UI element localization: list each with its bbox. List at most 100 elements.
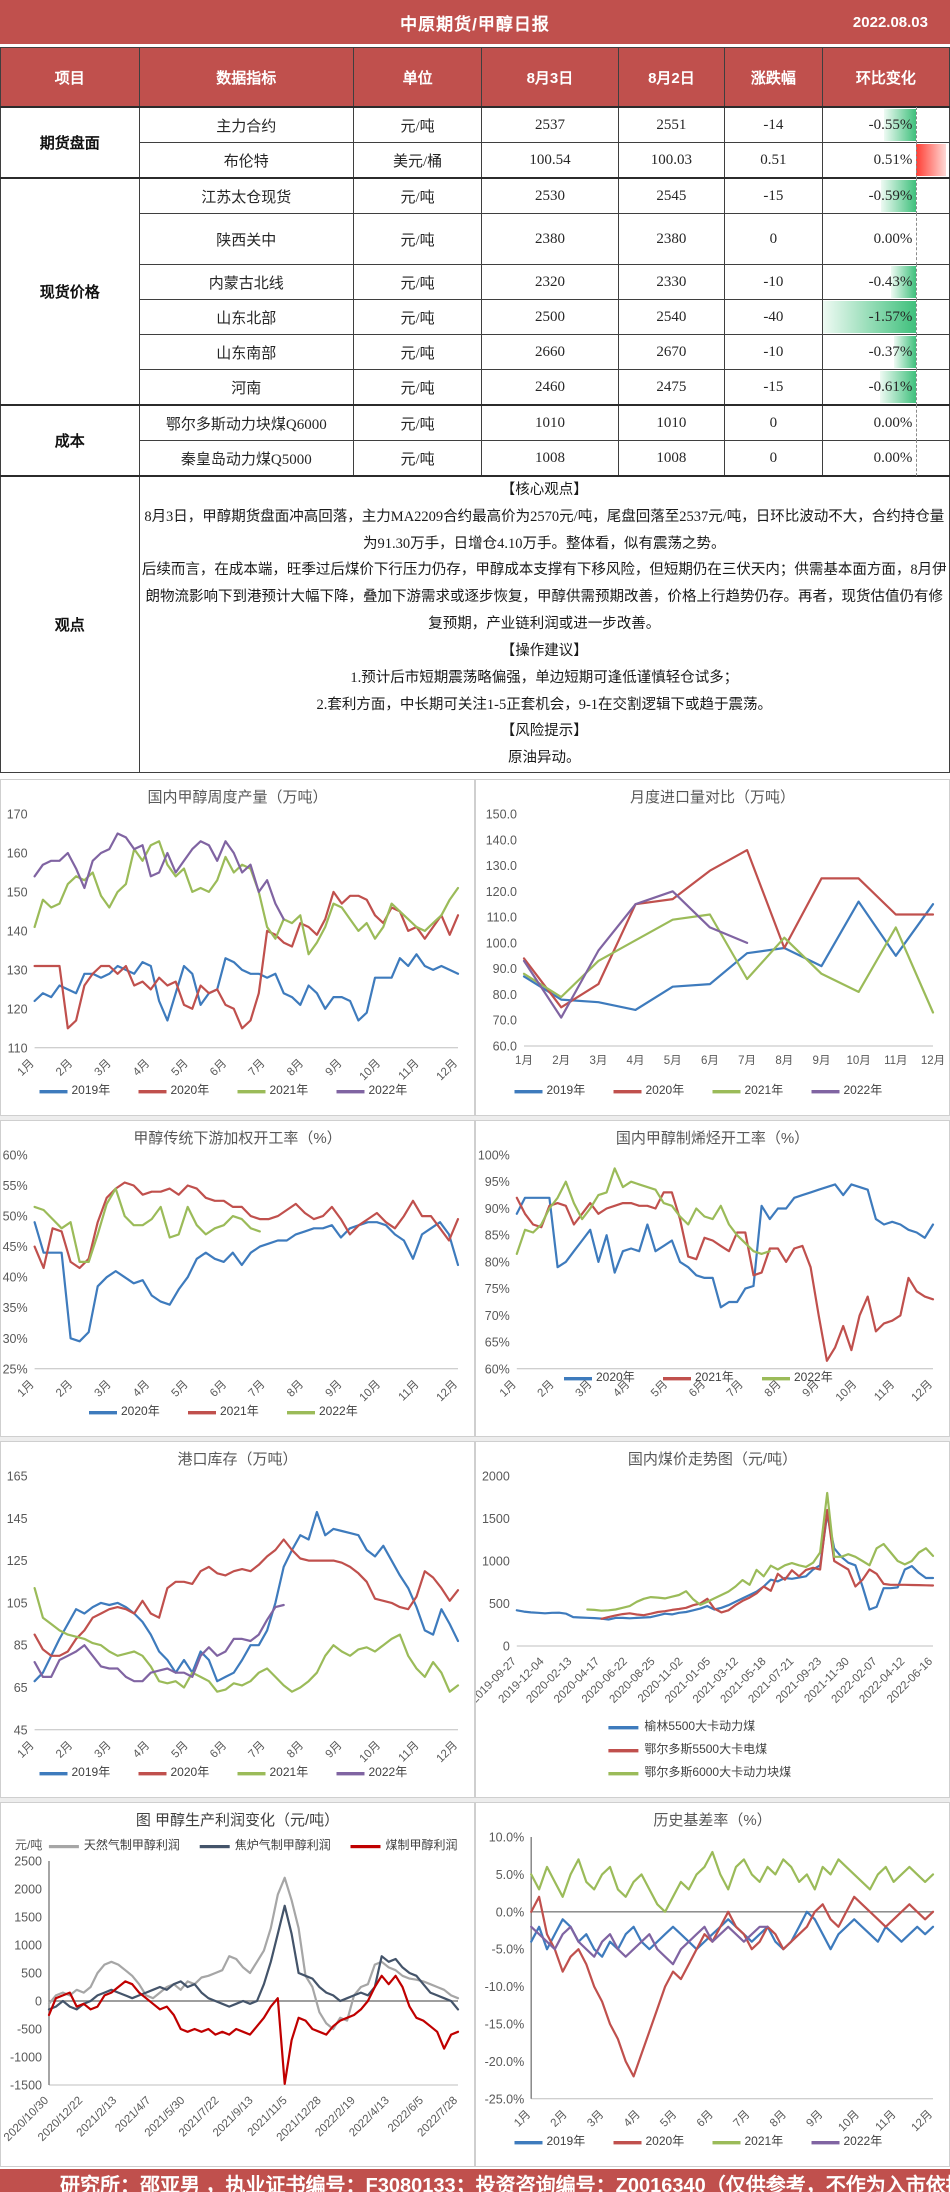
chart-monthly-imports-svg: 月度进口量对比（万吨） 60.0 70.0 80.0 90.0 100.0 110.0 120… bbox=[486, 789, 945, 1097]
col-unit: 单位 bbox=[353, 47, 483, 108]
svg-text:甲醇传统下游加权开工率（%）: 甲醇传统下游加权开工率（%） bbox=[133, 1130, 341, 1147]
unit-cell: 美元/桶 bbox=[353, 142, 483, 179]
svg-text:35%: 35% bbox=[3, 1301, 28, 1315]
opinion-label-cell: 观点 bbox=[0, 474, 140, 773]
pct-change-value: 0.00% bbox=[873, 449, 913, 466]
svg-text:2月: 2月 bbox=[54, 1739, 75, 1760]
databar-axis-line bbox=[916, 107, 918, 143]
change-cell: 0 bbox=[724, 404, 823, 441]
indicator-cell: 江苏太仓现货 bbox=[138, 177, 355, 214]
negative-data-bar bbox=[881, 180, 917, 212]
svg-text:11月: 11月 bbox=[874, 2108, 899, 2133]
svg-text:10月: 10月 bbox=[357, 1378, 383, 1404]
svg-text:2020年: 2020年 bbox=[646, 1083, 685, 1097]
svg-text:2022年: 2022年 bbox=[369, 1765, 408, 1779]
svg-text:120.0: 120.0 bbox=[486, 885, 517, 899]
group-cell: 现货价格 bbox=[0, 177, 140, 406]
pct-change-cell: -0.59% bbox=[821, 177, 950, 214]
opinion-line: 1.预计后市短期震荡略偏强，单边短期可逢低谨慎轻仓试多； bbox=[350, 669, 739, 686]
svg-text:6月: 6月 bbox=[208, 1378, 229, 1399]
table-row: 山东北部 元/吨 2500 2540 -40 -1.57% bbox=[1, 299, 950, 335]
chart-downstream-operating-rate: 甲醇传统下游加权开工率（%） 25% 30% 35% 40% 45% 50% 55% 60% 1月… bbox=[0, 1119, 475, 1437]
pct-change-value: -0.59% bbox=[868, 187, 913, 204]
opinion-line: 8月3日，甲醇期货盘面冲高回落，主力MA2209合约最高价为2570元/吨，尾盘… bbox=[144, 508, 945, 552]
opinion-line: 【核心观点】 bbox=[500, 482, 588, 498]
databar-axis-line bbox=[916, 369, 918, 405]
chart-domestic-coal-price: 国内煤价走势图（元/吨） 0 500 1000 1500 2000 2019-09-27 20… bbox=[469, 1440, 950, 1798]
value-aug2-cell: 100.03 bbox=[617, 142, 726, 179]
pct-change-value: 0.51% bbox=[873, 151, 913, 168]
svg-text:80%: 80% bbox=[485, 1255, 510, 1269]
change-cell: -10 bbox=[724, 264, 823, 300]
svg-text:2020年: 2020年 bbox=[596, 1370, 635, 1384]
indicator-cell: 鄂尔多斯动力块煤Q6000 bbox=[138, 404, 355, 441]
value-aug3-cell: 1008 bbox=[481, 440, 619, 477]
value-aug2-cell: 1008 bbox=[617, 440, 726, 477]
svg-text:2020年: 2020年 bbox=[646, 2134, 685, 2148]
svg-text:12月: 12月 bbox=[921, 1055, 945, 1067]
svg-text:4月: 4月 bbox=[627, 1055, 645, 1067]
col-change: 涨跌幅 bbox=[724, 47, 823, 108]
pct-change-cell: -0.37% bbox=[821, 334, 950, 370]
svg-text:0.0%: 0.0% bbox=[496, 1905, 525, 1919]
svg-text:-5.0%: -5.0% bbox=[492, 1943, 525, 1957]
svg-text:0: 0 bbox=[35, 1994, 42, 2008]
svg-text:10月: 10月 bbox=[836, 2108, 862, 2134]
value-aug2-cell: 2545 bbox=[617, 177, 726, 214]
svg-text:2021年: 2021年 bbox=[695, 1370, 734, 1384]
svg-text:1月: 1月 bbox=[16, 1739, 37, 1760]
report-footer: 研究所：邵亚男 ，执业证书编号：F3080133；投资咨询编号：Z0016340… bbox=[0, 2168, 950, 2192]
svg-text:-20.0%: -20.0% bbox=[485, 2055, 525, 2069]
opinion-line: 后续而言，在成本端，旺季过后煤价下行压力仍存，甲醇成本支撑有下移风险，但短期仍在… bbox=[141, 562, 947, 633]
value-aug2-cell: 2380 bbox=[617, 213, 726, 265]
indicator-cell: 布伦特 bbox=[138, 142, 355, 179]
svg-text:45%: 45% bbox=[3, 1240, 28, 1254]
svg-text:鄂尔多斯6000大卡动力块煤: 鄂尔多斯6000大卡动力块煤 bbox=[644, 1764, 791, 1779]
svg-text:2022年: 2022年 bbox=[369, 1083, 408, 1097]
value-aug3-cell: 2530 bbox=[481, 177, 619, 214]
svg-text:30%: 30% bbox=[3, 1332, 28, 1346]
chart-port-inventory: 港口库存（万吨） 45 65 85 105 125 145 165 1月 2月 3月 4月 5月 6月 7月… bbox=[0, 1440, 475, 1798]
svg-text:1月: 1月 bbox=[515, 1055, 533, 1067]
pct-change-value: 0.00% bbox=[873, 414, 913, 431]
svg-text:3月: 3月 bbox=[585, 2108, 606, 2129]
indicator-cell: 河南 bbox=[138, 369, 355, 406]
col-aug2: 8月2日 bbox=[617, 47, 726, 108]
svg-text:2022年: 2022年 bbox=[319, 1404, 358, 1418]
unit-cell: 元/吨 bbox=[353, 106, 483, 143]
value-aug3-cell: 2380 bbox=[481, 213, 619, 265]
svg-text:2021年: 2021年 bbox=[270, 1083, 309, 1097]
svg-text:焦炉气制甲醇利润: 焦炉气制甲醇利润 bbox=[235, 1837, 331, 1852]
svg-text:4月: 4月 bbox=[131, 1739, 152, 1760]
svg-text:鄂尔多斯5500大卡电煤: 鄂尔多斯5500大卡电煤 bbox=[644, 1741, 767, 1756]
svg-text:12月: 12月 bbox=[434, 1739, 460, 1765]
svg-text:元/吨: 元/吨 bbox=[15, 1838, 42, 1852]
svg-text:60.0: 60.0 bbox=[493, 1039, 517, 1053]
value-aug2-cell: 2475 bbox=[617, 369, 726, 406]
svg-text:140.0: 140.0 bbox=[486, 833, 517, 847]
svg-text:7月: 7月 bbox=[731, 2108, 752, 2129]
table-row: 秦皇岛动力煤Q5000 元/吨 1008 1008 0 0.00% bbox=[1, 440, 950, 477]
col-item: 项目 bbox=[0, 47, 140, 108]
svg-text:国内甲醇周度产量（万吨）: 国内甲醇周度产量（万吨） bbox=[147, 789, 327, 806]
svg-text:8月: 8月 bbox=[768, 2108, 789, 2129]
table-row: 内蒙古北线 元/吨 2320 2330 -10 -0.43% bbox=[1, 264, 950, 300]
svg-text:70.0: 70.0 bbox=[493, 1014, 517, 1028]
value-aug3-cell: 2660 bbox=[481, 334, 619, 370]
svg-text:2022年: 2022年 bbox=[844, 2134, 883, 2148]
databar-axis-line bbox=[916, 299, 918, 335]
databar-axis-line bbox=[916, 440, 918, 476]
svg-text:105: 105 bbox=[7, 1596, 28, 1610]
svg-text:1000: 1000 bbox=[14, 1938, 42, 1952]
svg-text:图 甲醇生产利润变化（元/吨）: 图 甲醇生产利润变化（元/吨） bbox=[136, 1812, 339, 1829]
svg-text:6月: 6月 bbox=[695, 2108, 716, 2129]
svg-text:2000: 2000 bbox=[482, 1469, 510, 1483]
svg-text:2020年: 2020年 bbox=[171, 1083, 210, 1097]
table-row: 山东南部 元/吨 2660 2670 -10 -0.37% bbox=[1, 334, 950, 370]
svg-text:5月: 5月 bbox=[664, 1055, 682, 1067]
indicator-cell: 内蒙古北线 bbox=[138, 264, 355, 300]
databar-axis-line bbox=[916, 405, 918, 441]
pct-change-cell: 0.00% bbox=[821, 404, 950, 441]
col-indicator: 数据指标 bbox=[138, 47, 355, 108]
svg-text:500: 500 bbox=[489, 1597, 510, 1611]
